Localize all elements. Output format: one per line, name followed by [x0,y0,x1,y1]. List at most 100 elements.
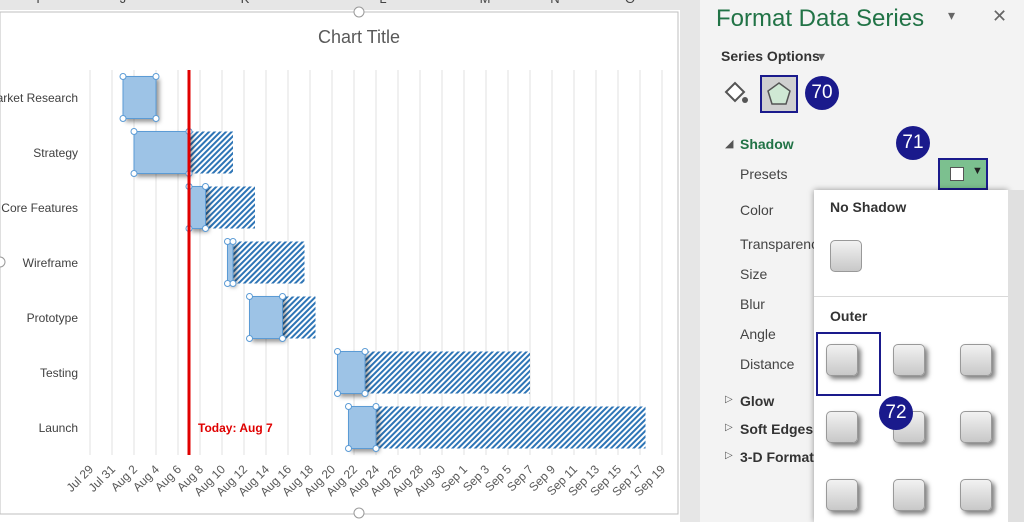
property-label[interactable]: Angle [740,326,776,342]
selection-handle [119,73,127,80]
today-label: Today: Aug 7 [198,421,273,435]
scroll-gutter [680,0,700,522]
presets-dropdown: No Shadow Outer 72 [814,190,1008,522]
expand-arrow[interactable]: ◢ [725,138,734,150]
column-letter: K [241,0,250,6]
preset[interactable] [826,479,858,511]
selection-handle [229,280,237,287]
scrollbar[interactable] [1008,190,1024,522]
y-tick-label: Launch [38,420,78,435]
remaining-bar [189,131,233,174]
y-tick-label: Core Features [1,200,78,215]
selection-handle [361,390,369,397]
y-label-box: Launch [38,420,78,435]
selection-handle [130,170,138,177]
preset[interactable] [826,411,858,443]
section-title[interactable]: Series Options [721,48,820,64]
selection-handle [334,348,341,355]
remaining-bar [376,406,646,449]
property-label[interactable]: Distance [740,356,795,372]
selection-handle [130,128,138,135]
preset[interactable] [826,344,858,376]
selection-handle [345,403,352,410]
handle[interactable] [0,256,6,268]
selection-handle [361,348,369,355]
selection-handle [202,225,209,232]
property-label[interactable]: Size [740,266,768,282]
done-bar [188,186,206,229]
y-tick-label: Market Research [0,90,78,105]
y-label-box: Testing [39,365,78,380]
collapse-arrow[interactable]: ▷ [725,394,733,405]
property-label[interactable]: Color [740,202,774,218]
selection-handle [202,183,209,190]
y-tick-label: Strategy [33,145,78,160]
presets-button[interactable]: ▼ [938,158,988,190]
handle[interactable] [353,507,365,519]
collapse-arrow[interactable]: ▷ [725,422,733,433]
preset[interactable] [960,479,992,511]
remaining-bar [365,351,530,394]
menu-heading: No Shadow [830,199,907,215]
selection-handle [152,73,160,80]
column-letter: J [120,0,127,6]
selection-handle [334,390,341,397]
group-title[interactable]: Glow [740,393,775,409]
selection-handle [372,445,380,452]
y-label-box: Wireframe [22,255,78,270]
callout: 71 [896,126,930,160]
done-bar [337,351,366,394]
preset-selected[interactable] [816,332,881,396]
remaining-bar [205,186,255,229]
section-arrow[interactable]: ▾ [818,48,826,64]
group-title[interactable]: 3-D Format [740,449,814,465]
property-label[interactable]: Presets [740,166,788,182]
preset[interactable] [960,411,992,443]
done-bar [133,131,190,174]
column-letter: M [480,0,491,6]
selection-handle [246,293,253,300]
preset[interactable] [893,479,925,511]
property-label[interactable]: Blur [740,296,765,312]
y-label-box: Strategy [33,145,78,160]
effects-tab[interactable] [760,75,798,113]
selection-handle [229,238,237,245]
selection-handle [279,293,286,300]
selection-handle [372,403,380,410]
y-label-box: Prototype [26,310,78,325]
remaining-bar [282,296,316,339]
handle[interactable] [353,6,365,18]
close-button[interactable]: ✕ [992,6,1008,26]
selection-handle [279,335,286,342]
group-title[interactable]: Shadow [740,136,794,152]
selection-handle [152,115,160,122]
collapse-arrow[interactable]: ▷ [725,450,733,461]
callout: 72 [879,396,913,430]
column-letter: N [550,0,559,6]
y-label-box: Market Research [0,90,78,105]
done-bar [227,241,234,284]
y-tick-label: Testing [39,365,78,380]
column-letter: L [379,0,386,6]
done-bar [348,406,377,449]
preset[interactable] [893,344,925,376]
property-label[interactable]: Transparency [740,236,826,252]
y-label-box: Core Features [1,200,78,215]
y-tick-label: Wireframe [22,255,78,270]
remaining-bar [233,241,305,284]
column-header [0,0,680,10]
group-title[interactable]: Soft Edges [740,421,814,437]
menu-heading: Outer [830,308,868,324]
column-letter: O [625,0,635,6]
pane-menu[interactable]: ▾ [948,7,956,23]
y-tick-label: Prototype [26,310,78,325]
preset[interactable] [960,344,992,376]
fill-icon[interactable] [722,80,750,108]
done-bar [122,76,157,119]
callout: 70 [805,76,839,110]
preset-none[interactable] [830,240,862,272]
chart-title: Chart Title [318,27,400,47]
selection-handle [246,335,253,342]
